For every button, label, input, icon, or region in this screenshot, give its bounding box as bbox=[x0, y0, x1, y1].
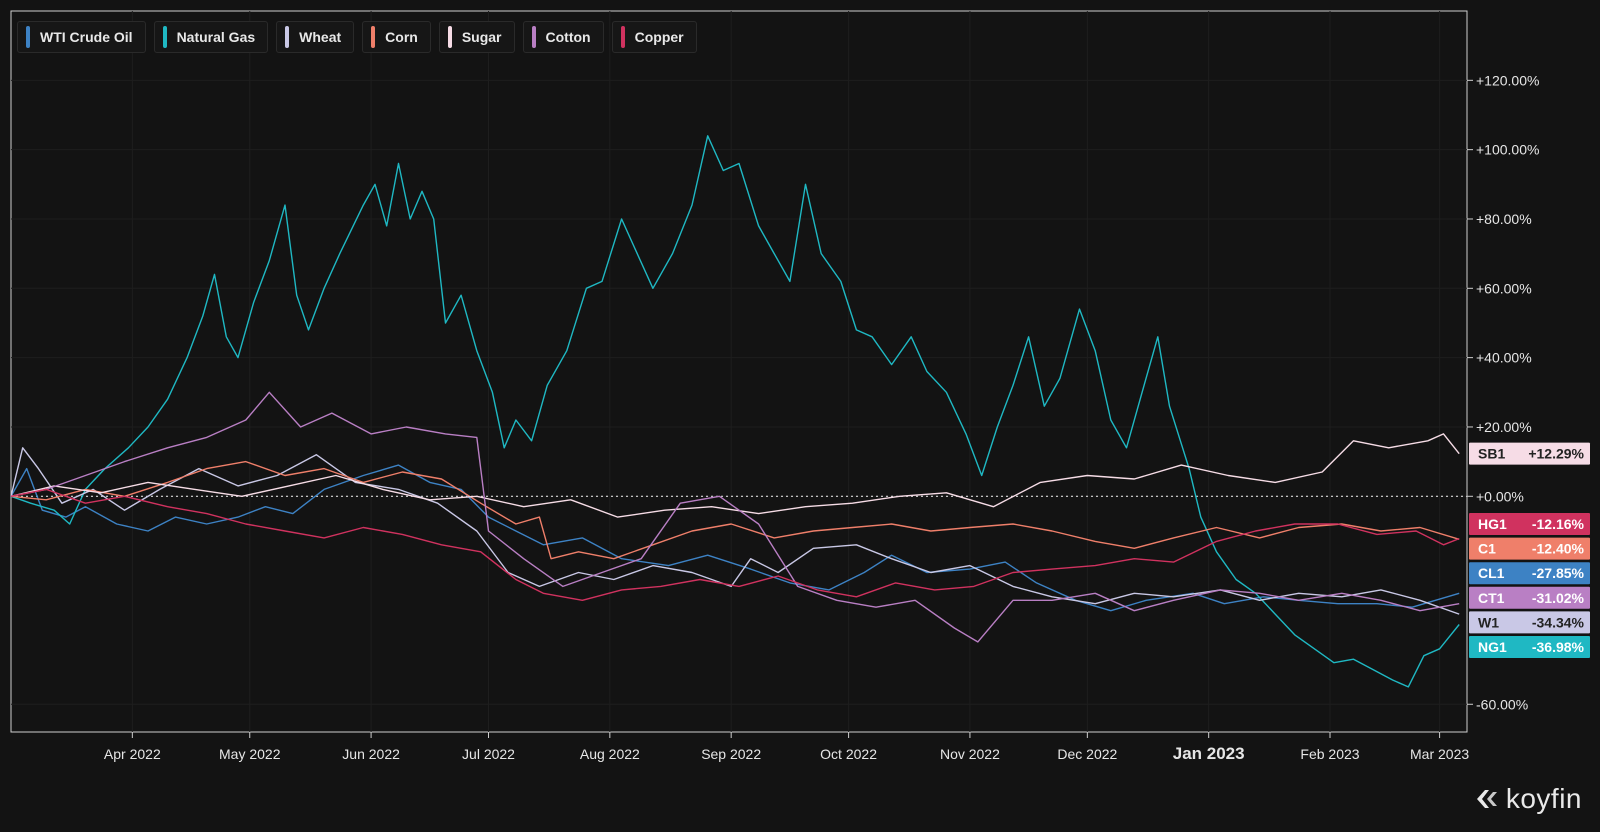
legend-item-c1[interactable]: Corn bbox=[362, 21, 431, 53]
end-label-value: -34.34% bbox=[1532, 614, 1585, 630]
y-tick-label: +60.00% bbox=[1476, 280, 1532, 296]
x-tick-label: Apr 2022 bbox=[104, 746, 161, 762]
end-label-ticker: CL1 bbox=[1478, 565, 1505, 581]
series-line-sb1[interactable] bbox=[10, 433, 1460, 518]
legend-item-ng1[interactable]: Natural Gas bbox=[153, 21, 269, 53]
legend-item-sb1[interactable]: Sugar bbox=[438, 21, 515, 53]
legend-swatch bbox=[26, 26, 30, 48]
legend-label: Wheat bbox=[299, 29, 342, 45]
legend-swatch bbox=[371, 26, 376, 48]
end-label-ticker: SB1 bbox=[1478, 446, 1505, 462]
x-tick-label: Aug 2022 bbox=[580, 746, 640, 762]
brand-name: koyfin bbox=[1505, 783, 1582, 814]
x-tick-label: Sep 2022 bbox=[701, 746, 761, 762]
legend-label: Natural Gas bbox=[176, 29, 256, 45]
plot-area bbox=[10, 10, 1468, 733]
end-label-ticker: CT1 bbox=[1478, 590, 1505, 606]
end-label-box bbox=[1469, 586, 1590, 609]
end-label-value: -12.16% bbox=[1532, 516, 1585, 532]
legend-label: Sugar bbox=[461, 29, 502, 45]
x-tick-label: Dec 2022 bbox=[1057, 746, 1117, 762]
x-axis: Apr 2022 May 2022 Jun 2022 Jul 2022 Aug 2022… bbox=[104, 732, 1469, 763]
x-tick-label: Nov 2022 bbox=[940, 746, 1000, 762]
x-tick-label: Feb 2023 bbox=[1300, 746, 1359, 762]
end-label-box bbox=[1469, 537, 1590, 560]
x-tick-label: Jan 2023 bbox=[1173, 744, 1245, 763]
koyfin-logo-icon bbox=[1476, 790, 1497, 808]
end-label-ticker: HG1 bbox=[1478, 516, 1507, 532]
end-label-box bbox=[1469, 442, 1590, 465]
end-label-value: -12.40% bbox=[1532, 541, 1585, 557]
end-label-ticker: C1 bbox=[1478, 541, 1496, 557]
x-tick-label: May 2022 bbox=[219, 746, 281, 762]
legend-item-w1[interactable]: Wheat bbox=[276, 21, 355, 53]
series-line-ct1[interactable] bbox=[10, 391, 1460, 643]
legend-swatch bbox=[620, 26, 625, 48]
end-label-c1: C1 -12.40% bbox=[1469, 537, 1590, 560]
legend-label: Copper bbox=[634, 29, 684, 45]
y-tick-label: +120.00% bbox=[1476, 72, 1539, 88]
end-label-box bbox=[1469, 513, 1590, 535]
end-label-value: +12.29% bbox=[1528, 446, 1584, 462]
legend-item-hg1[interactable]: Copper bbox=[611, 21, 697, 53]
y-tick-label: +0.00% bbox=[1476, 488, 1524, 504]
legend: WTI Crude Oil Natural Gas Wheat Corn Sugar Co… bbox=[17, 21, 697, 53]
y-tick-label: +80.00% bbox=[1476, 211, 1532, 227]
end-label-box bbox=[1469, 611, 1590, 634]
legend-swatch bbox=[531, 26, 536, 48]
grid bbox=[11, 11, 1467, 732]
brand-logo: koyfin bbox=[1474, 783, 1582, 815]
y-tick-label: -60.00% bbox=[1476, 696, 1528, 712]
x-tick-label: Jul 2022 bbox=[462, 746, 515, 762]
x-tick-label: Jun 2022 bbox=[342, 746, 400, 762]
end-label-ct1: CT1 -31.02% bbox=[1469, 586, 1590, 609]
x-tick-label: Mar 2023 bbox=[1410, 746, 1469, 762]
end-label-cl1: CL1 -27.85% bbox=[1469, 562, 1590, 585]
legend-item-cl1[interactable]: WTI Crude Oil bbox=[17, 21, 146, 53]
end-label-ticker: W1 bbox=[1478, 614, 1499, 630]
legend-label: Corn bbox=[385, 29, 418, 45]
y-tick-label: +100.00% bbox=[1476, 142, 1539, 158]
y-tick-label: +20.00% bbox=[1476, 419, 1532, 435]
end-label-sb1: SB1 +12.29% bbox=[1469, 442, 1590, 465]
legend-label: Cotton bbox=[545, 29, 591, 45]
series-line-c1[interactable] bbox=[10, 460, 1460, 560]
end-label-hg1: HG1 -12.16% bbox=[1469, 513, 1590, 535]
legend-item-ct1[interactable]: Cotton bbox=[522, 21, 604, 53]
end-label-box bbox=[1469, 562, 1590, 585]
x-tick-label: Oct 2022 bbox=[820, 746, 877, 762]
series-line-hg1[interactable] bbox=[10, 488, 1460, 601]
end-labels: SB1 +12.29%HG1 -12.16%C1 -12.40%CL1 -27.85%C… bbox=[1469, 442, 1590, 658]
y-axis: +120.00% +100.00% +80.00% +60.00% +40.00% +20… bbox=[1467, 72, 1539, 712]
series-line-ng1[interactable] bbox=[10, 135, 1460, 688]
end-label-value: -31.02% bbox=[1532, 590, 1585, 606]
legend-swatch bbox=[285, 26, 290, 48]
legend-swatch bbox=[447, 26, 452, 48]
end-label-value: -27.85% bbox=[1532, 565, 1585, 581]
y-tick-label: +40.00% bbox=[1476, 350, 1532, 366]
series-lines bbox=[10, 135, 1460, 688]
end-label-value: -36.98% bbox=[1532, 639, 1585, 655]
end-label-box bbox=[1469, 636, 1590, 658]
end-label-ng1: NG1 -36.98% bbox=[1469, 636, 1590, 658]
end-label-ticker: NG1 bbox=[1478, 639, 1507, 655]
legend-swatch bbox=[162, 26, 167, 48]
legend-label: WTI Crude Oil bbox=[40, 29, 133, 45]
end-label-w1: W1 -34.34% bbox=[1469, 611, 1590, 634]
